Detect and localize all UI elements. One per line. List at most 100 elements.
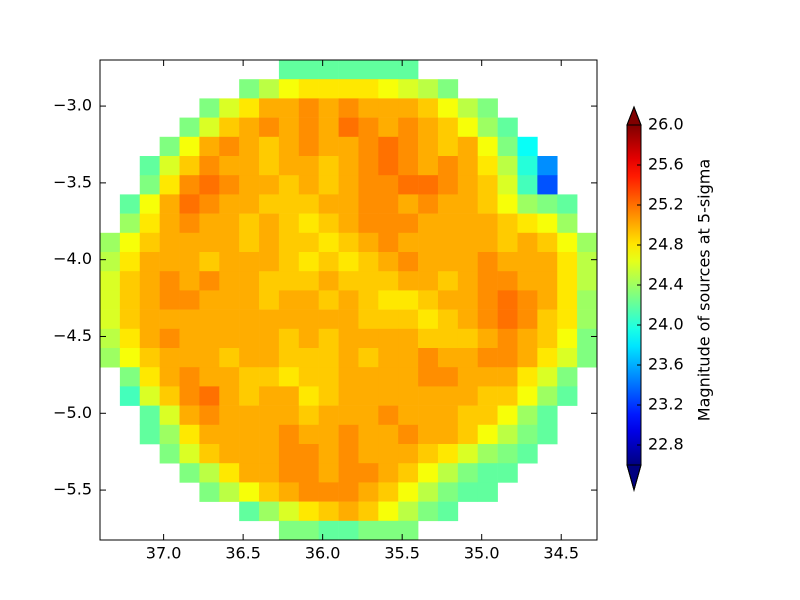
heatmap-cell: [358, 405, 379, 426]
colorbar-tick-label: 25.2: [648, 195, 684, 214]
heatmap-cell: [199, 271, 220, 291]
heatmap-cell: [199, 482, 220, 502]
heatmap-cell: [398, 117, 419, 138]
heatmap-cell: [318, 309, 339, 330]
heatmap-cell: [199, 463, 220, 483]
heatmap-cell: [437, 175, 459, 195]
heatmap-cell: [358, 213, 379, 234]
heatmap-cell: [298, 463, 319, 483]
heatmap-cell: [199, 348, 220, 368]
heatmap-cell: [378, 79, 399, 99]
heatmap-cell: [318, 444, 339, 464]
heatmap-cell: [318, 156, 339, 176]
heatmap-cell: [219, 232, 240, 253]
heatmap-cell: [378, 290, 399, 310]
heatmap-cell: [159, 348, 180, 368]
heatmap-cell: [557, 386, 578, 406]
heatmap-cell: [477, 156, 498, 176]
heatmap-cell: [398, 79, 419, 99]
heatmap-cell: [358, 252, 379, 272]
heatmap-cell: [338, 60, 359, 80]
heatmap-cell: [179, 252, 200, 272]
heatmap-cell: [119, 328, 141, 349]
heatmap-cell: [259, 328, 280, 349]
heatmap-cell: [219, 405, 240, 426]
heatmap-cell: [318, 290, 339, 310]
heatmap-cell: [477, 194, 498, 214]
heatmap-cell: [318, 367, 339, 387]
heatmap-cell: [298, 309, 319, 330]
heatmap-cell: [318, 271, 339, 291]
colorbar-label: Magnitude of sources at 5-sigma: [695, 159, 714, 421]
x-tick-label: 34.5: [543, 544, 579, 563]
heatmap-cell: [259, 98, 280, 118]
heatmap-cell: [338, 482, 359, 502]
heatmap-cell: [517, 252, 538, 272]
heatmap-cell: [418, 136, 439, 157]
heatmap-cell: [378, 348, 399, 368]
plot-frame: [99, 59, 598, 541]
heatmap-cell: [398, 290, 419, 310]
heatmap-cell: [418, 367, 439, 387]
heatmap-cell: [298, 386, 319, 406]
heatmap-cell: [199, 156, 220, 176]
heatmap-cell: [517, 348, 538, 368]
heatmap-cell: [278, 117, 300, 138]
heatmap-cell: [398, 271, 419, 291]
heatmap-cell: [199, 290, 220, 310]
heatmap-cell: [557, 213, 578, 234]
heatmap-cell: [557, 252, 578, 272]
heatmap-cell: [497, 463, 518, 483]
heatmap-cell: [278, 194, 300, 214]
heatmap-cell: [259, 290, 280, 310]
heatmap-cell: [557, 309, 578, 330]
heatmap-cell: [298, 482, 319, 502]
heatmap-cell: [557, 290, 578, 310]
heatmap-cell: [338, 252, 359, 272]
heatmap-cell: [398, 60, 419, 80]
heatmap-cell: [537, 213, 558, 234]
heatmap-cell: [278, 98, 300, 118]
heatmap-cell: [437, 424, 459, 445]
heatmap-cell: [457, 444, 479, 464]
heatmap-cell: [259, 213, 280, 234]
heatmap-cell: [457, 290, 479, 310]
heatmap-cell: [278, 328, 300, 349]
heatmap-cell: [318, 348, 339, 368]
heatmap-cell: [199, 367, 220, 387]
heatmap-cell: [517, 271, 538, 291]
heatmap-cell: [179, 136, 200, 157]
heatmap-cell: [239, 252, 260, 272]
heatmap-cell: [219, 309, 240, 330]
heatmap-cell: [179, 463, 200, 483]
heatmap-cell: [477, 367, 498, 387]
heatmap-cell: [477, 175, 498, 195]
heatmap-cell: [338, 348, 359, 368]
heatmap-cell: [259, 348, 280, 368]
heatmap-cell: [497, 252, 518, 272]
heatmap-cell: [219, 482, 240, 502]
heatmap-cell: [497, 367, 518, 387]
heatmap-cell: [437, 232, 459, 253]
heatmap-cell: [437, 309, 459, 330]
heatmap-cell: [398, 405, 419, 426]
heatmap-cell: [318, 463, 339, 483]
heatmap-cell: [378, 386, 399, 406]
heatmap-cell: [278, 252, 300, 272]
heatmap-cell: [457, 194, 479, 214]
heatmap-cell: [259, 405, 280, 426]
heatmap-cell: [199, 424, 220, 445]
heatmap-cell: [418, 328, 439, 349]
heatmap-cell: [418, 463, 439, 483]
heatmap-cell: [358, 309, 379, 330]
heatmap-cell: [457, 386, 479, 406]
heatmap-cell: [338, 156, 359, 176]
heatmap-cell: [318, 194, 339, 214]
heatmap-cell: [119, 386, 141, 406]
heatmap-cell: [338, 117, 359, 138]
heatmap-cell: [239, 367, 260, 387]
heatmap-cell: [477, 232, 498, 253]
heatmap-cell: [199, 98, 220, 118]
heatmap-cell: [139, 271, 160, 291]
